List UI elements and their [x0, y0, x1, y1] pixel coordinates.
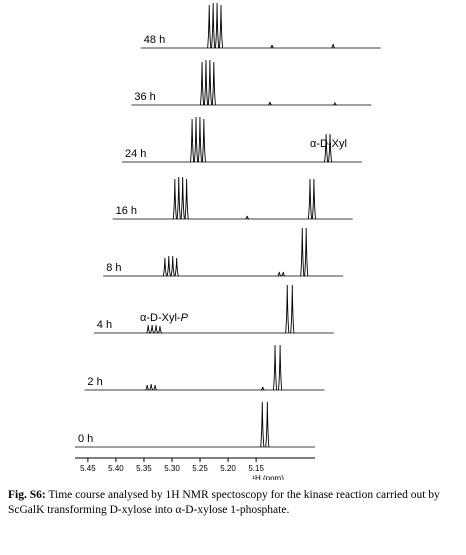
peak — [203, 59, 209, 106]
peak — [166, 255, 171, 277]
peak — [207, 4, 212, 49]
peak — [300, 227, 305, 277]
peak — [270, 44, 274, 49]
peak — [218, 4, 224, 49]
peak — [180, 176, 185, 220]
peak — [211, 2, 216, 49]
trace-label: 48 h — [144, 34, 165, 46]
peak — [150, 324, 155, 334]
peak — [200, 61, 205, 106]
peak — [331, 43, 336, 49]
trace-label: 8 h — [106, 262, 121, 274]
peak — [207, 59, 212, 106]
trace-label: 24 h — [125, 148, 146, 160]
caption-label: Fig. S6: — [8, 489, 46, 501]
annotation-italic: P — [181, 312, 189, 324]
annotation: α-D-Xyl-P — [140, 312, 189, 324]
peak — [145, 384, 150, 391]
peak — [304, 227, 309, 277]
peak — [211, 61, 216, 106]
peak — [327, 133, 333, 163]
peak — [162, 257, 167, 277]
peak — [265, 401, 270, 448]
trace-label: 2 h — [87, 376, 102, 388]
peak — [146, 324, 151, 334]
x-axis-label: ¹H (ppm) — [252, 474, 284, 480]
peak — [290, 284, 295, 334]
peak — [201, 118, 206, 163]
annotation-text: α-D-Xyl — [310, 138, 347, 150]
peak — [172, 178, 177, 220]
x-tick-label: 5.25 — [192, 464, 208, 473]
peak — [149, 383, 154, 391]
peak — [333, 101, 337, 106]
peak — [170, 255, 175, 277]
peak — [157, 325, 162, 334]
trace — [140, 2, 381, 49]
peak — [190, 118, 195, 163]
peak — [260, 386, 265, 391]
annotation-text: α-D-Xyl- — [140, 312, 181, 324]
peak — [285, 284, 290, 334]
peak — [197, 116, 202, 163]
annotation: α-D-Xyl — [310, 138, 347, 150]
peak — [324, 133, 329, 163]
trace — [103, 227, 344, 277]
trace — [112, 176, 353, 220]
peak — [245, 215, 250, 220]
trace — [75, 401, 315, 448]
trace — [131, 59, 372, 106]
trace — [93, 284, 334, 334]
x-tick-label: 5.15 — [248, 464, 264, 473]
peak — [260, 401, 265, 448]
peak — [278, 344, 283, 391]
trace — [122, 116, 362, 163]
peak — [268, 101, 272, 106]
peak — [193, 116, 199, 163]
x-tick-label: 5.20 — [220, 464, 236, 473]
peak — [281, 271, 286, 277]
peak — [215, 2, 220, 49]
trace-label: 4 h — [97, 319, 112, 331]
peak — [176, 176, 181, 220]
caption: Fig. S6: Time course analysed by 1H NMR … — [8, 488, 463, 518]
peak — [277, 271, 282, 277]
x-tick-label: 5.45 — [80, 464, 96, 473]
x-tick-label: 5.40 — [108, 464, 124, 473]
peak — [307, 178, 313, 220]
trace-label: 0 h — [78, 433, 93, 445]
x-tick-label: 5.30 — [164, 464, 180, 473]
peak — [184, 178, 189, 220]
peak — [311, 178, 316, 220]
trace-label: 16 h — [116, 205, 137, 217]
trace — [84, 344, 325, 391]
caption-text: Time course analysed by 1H NMR spectosco… — [8, 489, 440, 516]
peak — [273, 344, 278, 391]
peak — [174, 257, 179, 277]
peak — [154, 324, 159, 334]
peak — [153, 384, 158, 391]
trace-label: 36 h — [134, 91, 155, 103]
x-tick-label: 5.35 — [136, 464, 152, 473]
